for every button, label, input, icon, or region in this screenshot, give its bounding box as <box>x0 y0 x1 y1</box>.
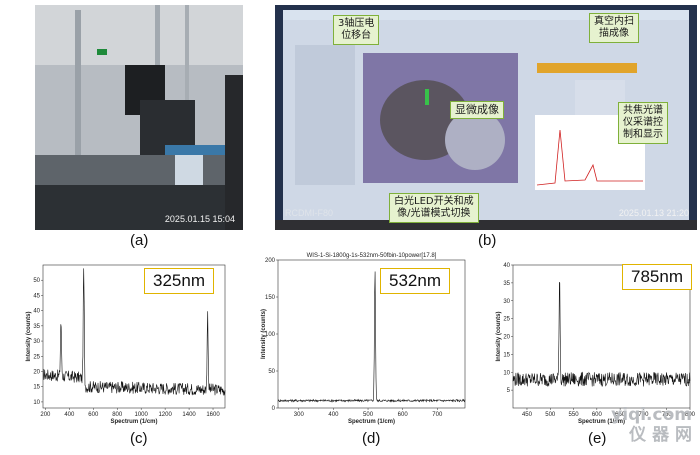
x-tick-label: 200 <box>40 412 51 418</box>
y-tick-label: 35 <box>33 324 40 330</box>
lab-photo-drawing <box>35 5 243 230</box>
x-tick-label: 450 <box>522 412 533 418</box>
spectrum-line <box>512 281 691 387</box>
x-axis-label: Spectrum (1/cm) <box>348 419 395 425</box>
y-tick-label: 150 <box>265 295 276 301</box>
watermark-line1: yiqi.com <box>611 405 692 425</box>
software-photo: 3轴压电 位移台 真空内扫 描成像 显微成像 共焦光谱 仪采谱控 制和显示 白光… <box>275 5 697 230</box>
y-tick-label: 100 <box>265 332 276 338</box>
x-tick-label: 800 <box>685 412 695 418</box>
caption-e: (e) <box>588 430 607 447</box>
x-tick-label: 550 <box>569 412 580 418</box>
camera-label: RCDMI-F80 <box>285 208 334 218</box>
caption-c: (c) <box>130 430 148 447</box>
tag-microscope: 显微成像 <box>450 101 504 119</box>
chart-title: WIS-1-Si-1800g-1s-532nm-50fbin-10power[1… <box>307 253 437 259</box>
y-tick-label: 50 <box>33 278 40 284</box>
y-tick-label: 30 <box>503 299 510 305</box>
x-axis-label: Spectrum (1/cm) <box>110 419 157 425</box>
lab-photo: 2025.01.15 15:04 <box>35 5 243 230</box>
photo-timestamp: 2025.01.15 15:04 <box>164 214 235 224</box>
x-tick-label: 700 <box>432 412 443 418</box>
x-tick-label: 650 <box>615 412 626 418</box>
y-tick-label: 10 <box>503 370 510 376</box>
x-tick-label: 300 <box>294 412 305 418</box>
laser-label-532: 532nm <box>380 268 450 294</box>
y-axis-label: Intensity (counts) <box>26 311 32 361</box>
x-tick-label: 600 <box>88 412 99 418</box>
y-tick-label: 25 <box>33 354 40 360</box>
y-tick-label: 20 <box>503 335 510 341</box>
y-axis-label: Intensity (counts) <box>261 309 267 359</box>
y-tick-label: 15 <box>33 385 40 391</box>
y-axis-label: Intensity (counts) <box>496 311 502 361</box>
x-tick-label: 1400 <box>182 412 196 418</box>
y-tick-label: 35 <box>503 281 510 287</box>
y-tick-label: 10 <box>33 400 40 406</box>
x-tick-label: 400 <box>328 412 339 418</box>
y-tick-label: 50 <box>268 369 275 375</box>
watermark: yiqi.com 仪 器 网 <box>611 405 692 445</box>
caption-d: (d) <box>362 430 381 447</box>
x-tick-label: 600 <box>592 412 603 418</box>
y-tick-label: 20 <box>33 369 40 375</box>
tag-stage: 3轴压电 位移台 <box>333 15 380 45</box>
y-tick-label: 5 <box>507 388 511 394</box>
caption-a: (a) <box>130 232 149 249</box>
x-tick-label: 500 <box>545 412 556 418</box>
x-tick-label: 1000 <box>135 412 149 418</box>
y-tick-label: 0 <box>272 406 276 412</box>
tag-led-switch: 白光LED开关和成 像/光谱模式切换 <box>389 193 479 223</box>
y-tick-label: 45 <box>33 293 40 299</box>
y-tick-label: 200 <box>265 258 276 264</box>
x-tick-label: 1200 <box>158 412 172 418</box>
x-tick-label: 500 <box>363 412 374 418</box>
x-tick-label: 1600 <box>206 412 220 418</box>
x-axis-label: Spectrum (1/cm) <box>578 419 625 425</box>
watermark-line2: 仪 器 网 <box>629 425 692 445</box>
tag-spectrometer: 共焦光谱 仪采谱控 制和显示 <box>618 102 668 144</box>
y-tick-label: 40 <box>33 309 40 315</box>
x-tick-label: 700 <box>638 412 649 418</box>
laser-label-785: 785nm <box>622 264 692 290</box>
y-tick-label: 30 <box>33 339 40 345</box>
y-tick-label: 15 <box>503 352 510 358</box>
x-tick-label: 400 <box>64 412 75 418</box>
tag-vacuum-scan: 真空内扫 描成像 <box>589 13 639 43</box>
x-tick-label: 750 <box>662 412 673 418</box>
spectrum-chart-c: 200 400 600 800 1000 1200 1400 1600 10 15 20 25 30 35… <box>26 264 226 425</box>
y-tick-label: 40 <box>503 263 510 269</box>
caption-b: (b) <box>478 232 497 249</box>
spectrum-line <box>42 268 226 396</box>
x-tick-label: 800 <box>112 412 123 418</box>
spectrum-line <box>277 271 466 403</box>
photo-timestamp-b: 2025.01.13 21:20 <box>618 208 689 218</box>
y-tick-label: 25 <box>503 317 510 323</box>
x-tick-label: 600 <box>398 412 409 418</box>
laser-label-325: 325nm <box>144 268 214 294</box>
